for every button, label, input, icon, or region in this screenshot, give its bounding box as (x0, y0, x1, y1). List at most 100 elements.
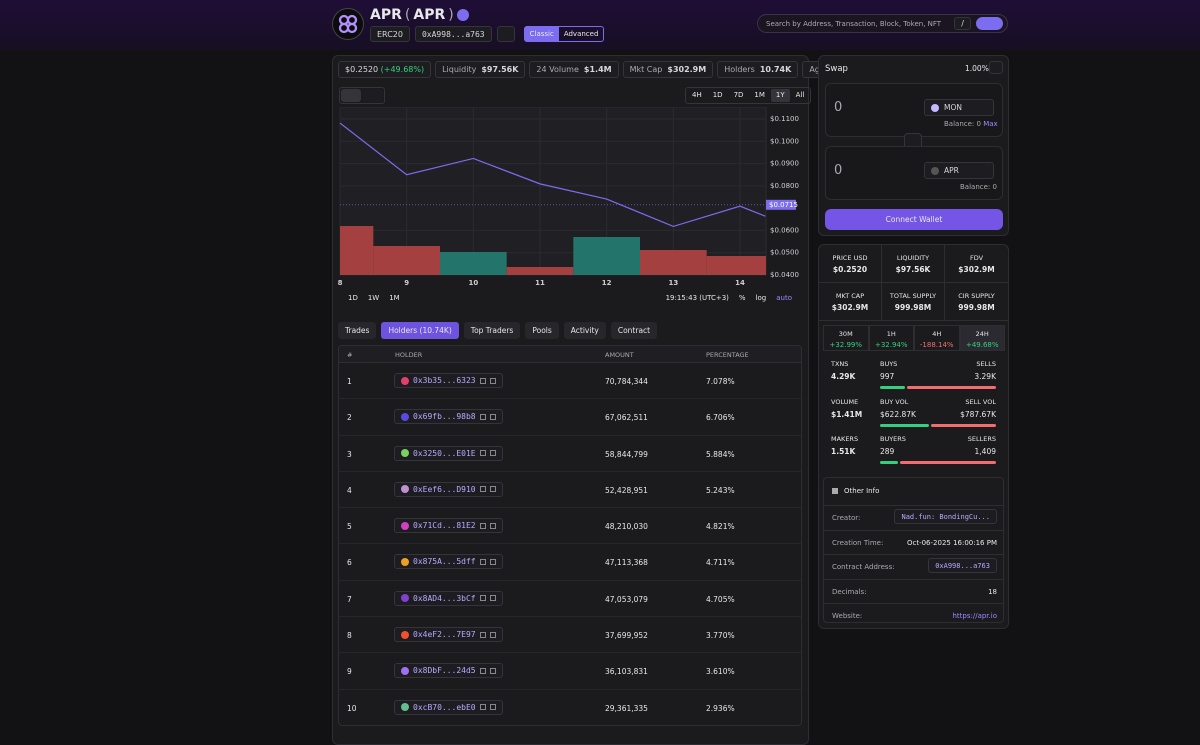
copy-icon (479, 413, 486, 420)
sell-bar (906, 386, 996, 389)
favorite[interactable] (496, 26, 515, 42)
option[interactable]: log (755, 294, 767, 302)
line-chart-button[interactable] (341, 89, 361, 102)
mode[interactable]: Classic (524, 27, 559, 41)
info-value[interactable]: Nad.fun: BondingCu... (894, 509, 997, 524)
buy-value: 289 (880, 447, 895, 456)
tab[interactable]: Contract (610, 322, 658, 339)
holder[interactable]: 0x4eF2...7E97 (394, 627, 503, 643)
table-row: 5 0x71Cd...81E2 48,210,030 4.821% (339, 508, 801, 545)
price-chart: $0.1100 $0.1000 $0.0900 $0.0800 $0.0600 $0.05… (338, 107, 799, 287)
avatar (401, 412, 409, 421)
option[interactable]: auto (776, 294, 792, 302)
rank: 6 (347, 558, 352, 568)
amount: 47,113,368 (605, 558, 648, 568)
range[interactable]: 1M (754, 91, 765, 99)
connect-wallet[interactable]: Connect Wallet (825, 209, 1003, 230)
avatar (401, 630, 409, 639)
holder[interactable]: 0x8AD4...3bCf (394, 590, 503, 606)
search-button[interactable] (976, 17, 1003, 30)
max[interactable]: Max (983, 120, 998, 128)
tab[interactable]: Activity (563, 322, 606, 339)
flow-value: 4.29K (831, 372, 856, 381)
rank: 5 (347, 522, 352, 532)
column-header: HOLDER (395, 351, 423, 359)
mode-toggle: Classic Advanced (523, 26, 605, 42)
tabs: Trades Holders (10.74K) Top Traders Pools Ac… (338, 322, 658, 339)
cell-label: LIQUIDITY (896, 254, 930, 262)
token-name: APR ( APR ) (370, 7, 469, 23)
stat: 24 Volume $1.4M (529, 61, 619, 78)
holder[interactable]: 0xEef6...D910 (394, 481, 503, 497)
range[interactable]: 1D (712, 91, 723, 99)
edit-icon (489, 413, 496, 420)
period[interactable]: 1H +32.94% (868, 325, 914, 351)
cell-value: $97.56K (895, 265, 931, 274)
holder[interactable]: 0xcB70...ebE0 (394, 699, 503, 715)
search[interactable]: Search by Address, Transaction, Block, T… (757, 14, 1008, 33)
info-row: Contract Address: 0xA998...a763 (824, 554, 1003, 578)
holder[interactable]: 0x875A...5dff (394, 554, 503, 570)
table-row: 3 0x3250...E01E 58,844,799 5.884% (339, 436, 801, 472)
interval[interactable]: 1M (389, 294, 400, 302)
from-token[interactable]: MON (924, 99, 994, 116)
holder[interactable]: 0x3b35...6323 (394, 373, 503, 388)
period[interactable]: 4H -188.14% (914, 325, 960, 351)
option[interactable]: % (738, 294, 746, 302)
tab[interactable]: Holders (10.74K) (381, 322, 459, 339)
rank: 10 (347, 703, 357, 713)
y-tick-label: $0.0500 (770, 249, 799, 257)
address: 0x875A...5dff (413, 557, 476, 567)
holder[interactable]: 0x71Cd...81E2 (394, 518, 503, 534)
info-label: Contract Address: (832, 563, 895, 571)
range[interactable]: 1Y (770, 89, 790, 102)
info-value[interactable]: https://apr.io (952, 612, 997, 620)
interval[interactable]: 1D (348, 294, 358, 302)
address[interactable]: 0xA998...a763 (414, 26, 492, 42)
table-row: 9 0x8DbF...24d5 36,103,831 3.610% (339, 653, 801, 690)
tab[interactable]: Top Traders (463, 322, 521, 339)
from-amount[interactable]: 0 (834, 100, 843, 115)
range[interactable]: All (795, 91, 805, 99)
percentage: 2.936% (706, 703, 735, 713)
buy-value: 997 (880, 372, 895, 381)
period-change: +49.68% (965, 341, 999, 349)
info-value[interactable]: 0xA998...a763 (928, 558, 997, 573)
period[interactable]: 24H +49.68% (959, 325, 1005, 351)
percentage: 4.821% (706, 522, 735, 532)
table-row: 10 0xcB70...ebE0 29,361,335 2.936% (339, 690, 801, 725)
tab[interactable]: Pools (525, 322, 559, 339)
to-token[interactable]: APR (924, 162, 994, 179)
holder[interactable]: 0x69fb...98b8 (394, 409, 503, 425)
last-price-tag (766, 199, 796, 210)
settings[interactable] (989, 61, 1003, 74)
y-tick-label: $0.0600 (770, 226, 799, 234)
candle-chart-button[interactable] (363, 89, 383, 102)
info-label: Creator: (832, 514, 861, 522)
info-label: Decimals: (832, 587, 867, 596)
buy-bar (880, 461, 898, 464)
tab[interactable]: Trades (338, 322, 377, 339)
percentage: 3.770% (706, 631, 735, 641)
range[interactable]: 4H (692, 91, 702, 99)
amount: 70,784,344 (605, 377, 648, 386)
token-meta: ERC20 0xA998...a763 Classic Advanced (370, 26, 605, 42)
table-row: 7 0x8AD4...3bCf 47,053,079 4.705% (339, 581, 801, 618)
period[interactable]: 30M +32.99% (823, 325, 869, 351)
paren: ( (404, 7, 411, 23)
stat-label: 24 Volume (536, 65, 579, 74)
avatar (401, 449, 409, 458)
rank: 7 (347, 594, 352, 604)
address: 0x69fb...98b8 (413, 412, 476, 422)
address: 0x71Cd...81E2 (413, 521, 476, 531)
range[interactable]: 7D (733, 91, 744, 99)
mode[interactable]: Advanced (563, 30, 599, 38)
flow-label: TXNS (831, 360, 849, 368)
holder[interactable]: 0x8DbF...24d5 (394, 663, 503, 679)
address: 0xEef6...D910 (413, 484, 476, 494)
stat-label: Mkt Cap (629, 65, 663, 74)
to-amount[interactable]: 0 (834, 163, 843, 178)
holder[interactable]: 0x3250...E01E (394, 445, 503, 461)
interval[interactable]: 1W (367, 294, 380, 302)
edit-icon (489, 558, 496, 565)
